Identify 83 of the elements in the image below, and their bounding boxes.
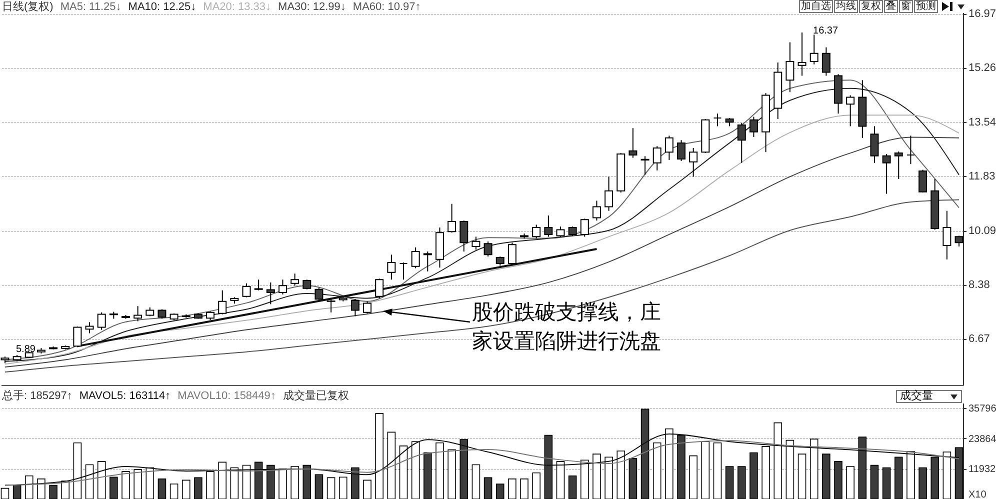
- line-series: [4, 199, 960, 373]
- candlestick: [375, 278, 384, 299]
- candlestick: [508, 242, 516, 265]
- y-tick-label: 23864: [968, 434, 997, 445]
- candlestick: [882, 154, 891, 194]
- dropdown: 成交量: [896, 390, 962, 403]
- y-tick-label: 6.67: [968, 333, 990, 346]
- candlestick: [496, 256, 504, 266]
- text: MA5: 11.25↓: [60, 1, 122, 13]
- y-tick-label: 35796: [968, 404, 997, 415]
- annotation: 5.89: [16, 344, 36, 356]
- candlestick: [460, 220, 468, 252]
- y-tick-label: 11932: [968, 464, 996, 476]
- candlestick: [399, 262, 408, 280]
- candlestick: [218, 290, 227, 315]
- candlestick: [894, 150, 903, 180]
- candlestick: [484, 240, 492, 258]
- text: MAVOL5: 163114↑: [79, 390, 171, 402]
- y-tick-label: 8.38: [968, 279, 990, 292]
- chart-subtitle: 成交量已复权: [282, 390, 349, 402]
- candlestick: [302, 279, 312, 290]
- candlestick: [532, 224, 541, 240]
- chart-title: 日线(复权): [2, 1, 54, 13]
- candlestick: [628, 128, 638, 158]
- y-tick-label: 16.97: [968, 8, 996, 20]
- candlestick: [604, 176, 614, 212]
- candlestick: [592, 200, 601, 222]
- candlestick: [134, 306, 142, 322]
- candlestick: [350, 298, 360, 317]
- candlestick: [713, 113, 722, 127]
- candlestick: [906, 135, 915, 165]
- candlestick: [737, 122, 746, 164]
- candlestick: [423, 251, 432, 272]
- candlestick: [290, 273, 300, 286]
- y-tick-label: 11.83: [968, 170, 996, 182]
- candlestick: [363, 300, 372, 314]
- candlestick: [749, 116, 758, 138]
- text: MA60: 10.97↑: [352, 1, 421, 13]
- candlestick: [387, 254, 396, 280]
- text: MA20: 13.33↓: [203, 1, 272, 13]
- candlestick: [411, 246, 420, 269]
- y-tick-label: X10: [968, 490, 987, 499]
- candlestick: [326, 298, 336, 313]
- candlestick: [242, 282, 251, 298]
- candlestick: [556, 226, 565, 238]
- candlestick: [689, 148, 698, 178]
- candlestick: [580, 218, 589, 238]
- y-tick-label: 10.09: [968, 225, 996, 238]
- candlestick: [314, 286, 324, 301]
- button: 复权: [859, 0, 883, 13]
- candlestick: [846, 94, 855, 127]
- candlestick: [652, 146, 662, 171]
- candlestick: [448, 203, 456, 234]
- text: MAVOL10: 158449↑: [178, 390, 276, 402]
- candlestick: [254, 279, 263, 291]
- candlestick: [544, 215, 553, 238]
- candlestick: [640, 156, 650, 176]
- button: 窗: [899, 0, 913, 13]
- candlestick: [918, 169, 928, 193]
- chart-title: 总手: 185297↑: [2, 390, 72, 402]
- candlestick: [786, 42, 794, 93]
- button: 预测: [914, 0, 938, 13]
- candlestick: [810, 34, 818, 65]
- text: MA10: 12.25↓: [128, 1, 196, 13]
- y-tick-label: 13.54: [968, 116, 996, 128]
- button: 叠: [884, 0, 898, 13]
- candlestick: [664, 135, 674, 160]
- candlestick: [822, 46, 830, 76]
- annotation: 16.37: [813, 26, 838, 37]
- candlestick: [798, 32, 806, 76]
- candlestick: [266, 282, 275, 305]
- y-tick-label: 15.26: [968, 62, 996, 74]
- button: 均线: [834, 0, 858, 13]
- candlestick: [472, 236, 480, 250]
- candlestick: [942, 210, 952, 260]
- button: 加自选: [799, 0, 833, 13]
- candlestick: [97, 312, 106, 330]
- candlestick: [568, 226, 577, 236]
- text: MA30: 12.99↓: [278, 1, 346, 13]
- candlestick: [85, 322, 94, 334]
- candlestick: [73, 326, 82, 348]
- candlestick: [677, 140, 686, 162]
- candlestick: [278, 279, 287, 295]
